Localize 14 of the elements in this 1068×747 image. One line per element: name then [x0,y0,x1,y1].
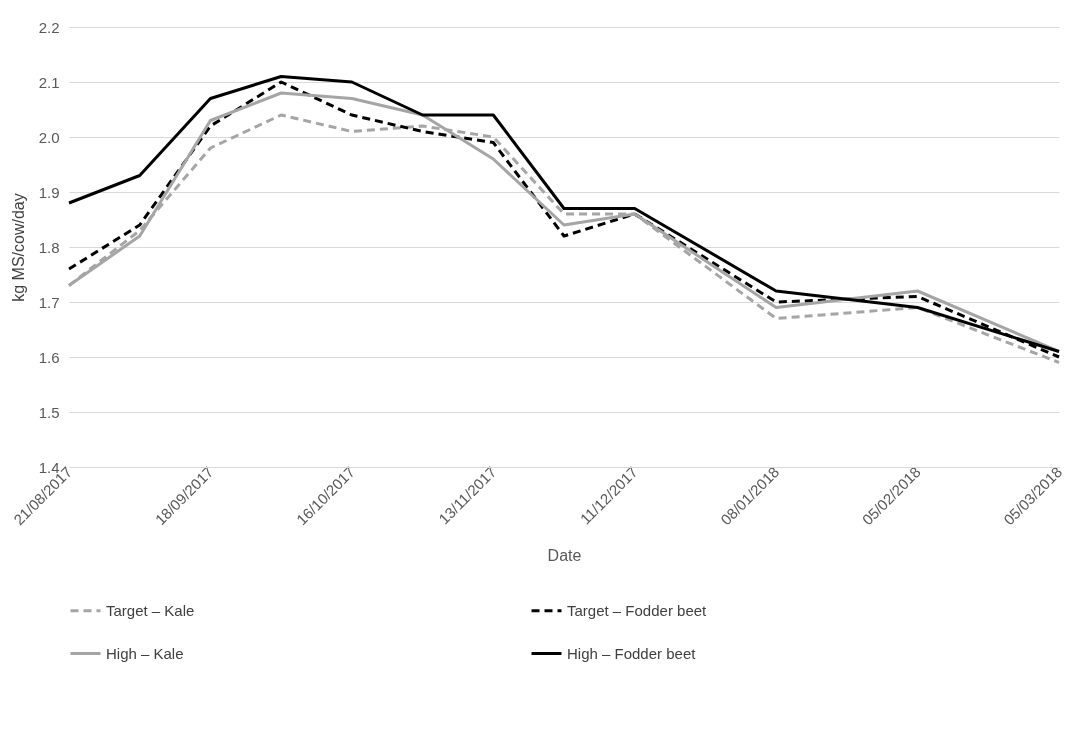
y-tick-label: 1.7 [38,293,60,311]
legend-label: Target – Kale [106,601,195,619]
y-tick-label: 1.6 [38,348,60,366]
x-axis-title: Date [547,547,582,565]
y-tick-label: 1.9 [38,183,60,201]
y-tick-label: 2.2 [38,18,60,36]
legend-label: High – Fodder beet [567,644,697,662]
y-tick-label: 1.8 [38,238,60,256]
y-tick-label: 2.1 [38,73,60,91]
y-tick-label: 2.0 [38,128,60,146]
legend-label: High – Kale [106,644,184,662]
y-tick-label: 1.5 [38,403,60,421]
legend-label: Target – Fodder beet [567,601,708,619]
y-axis-title: kg MS/cow/day [9,193,27,302]
